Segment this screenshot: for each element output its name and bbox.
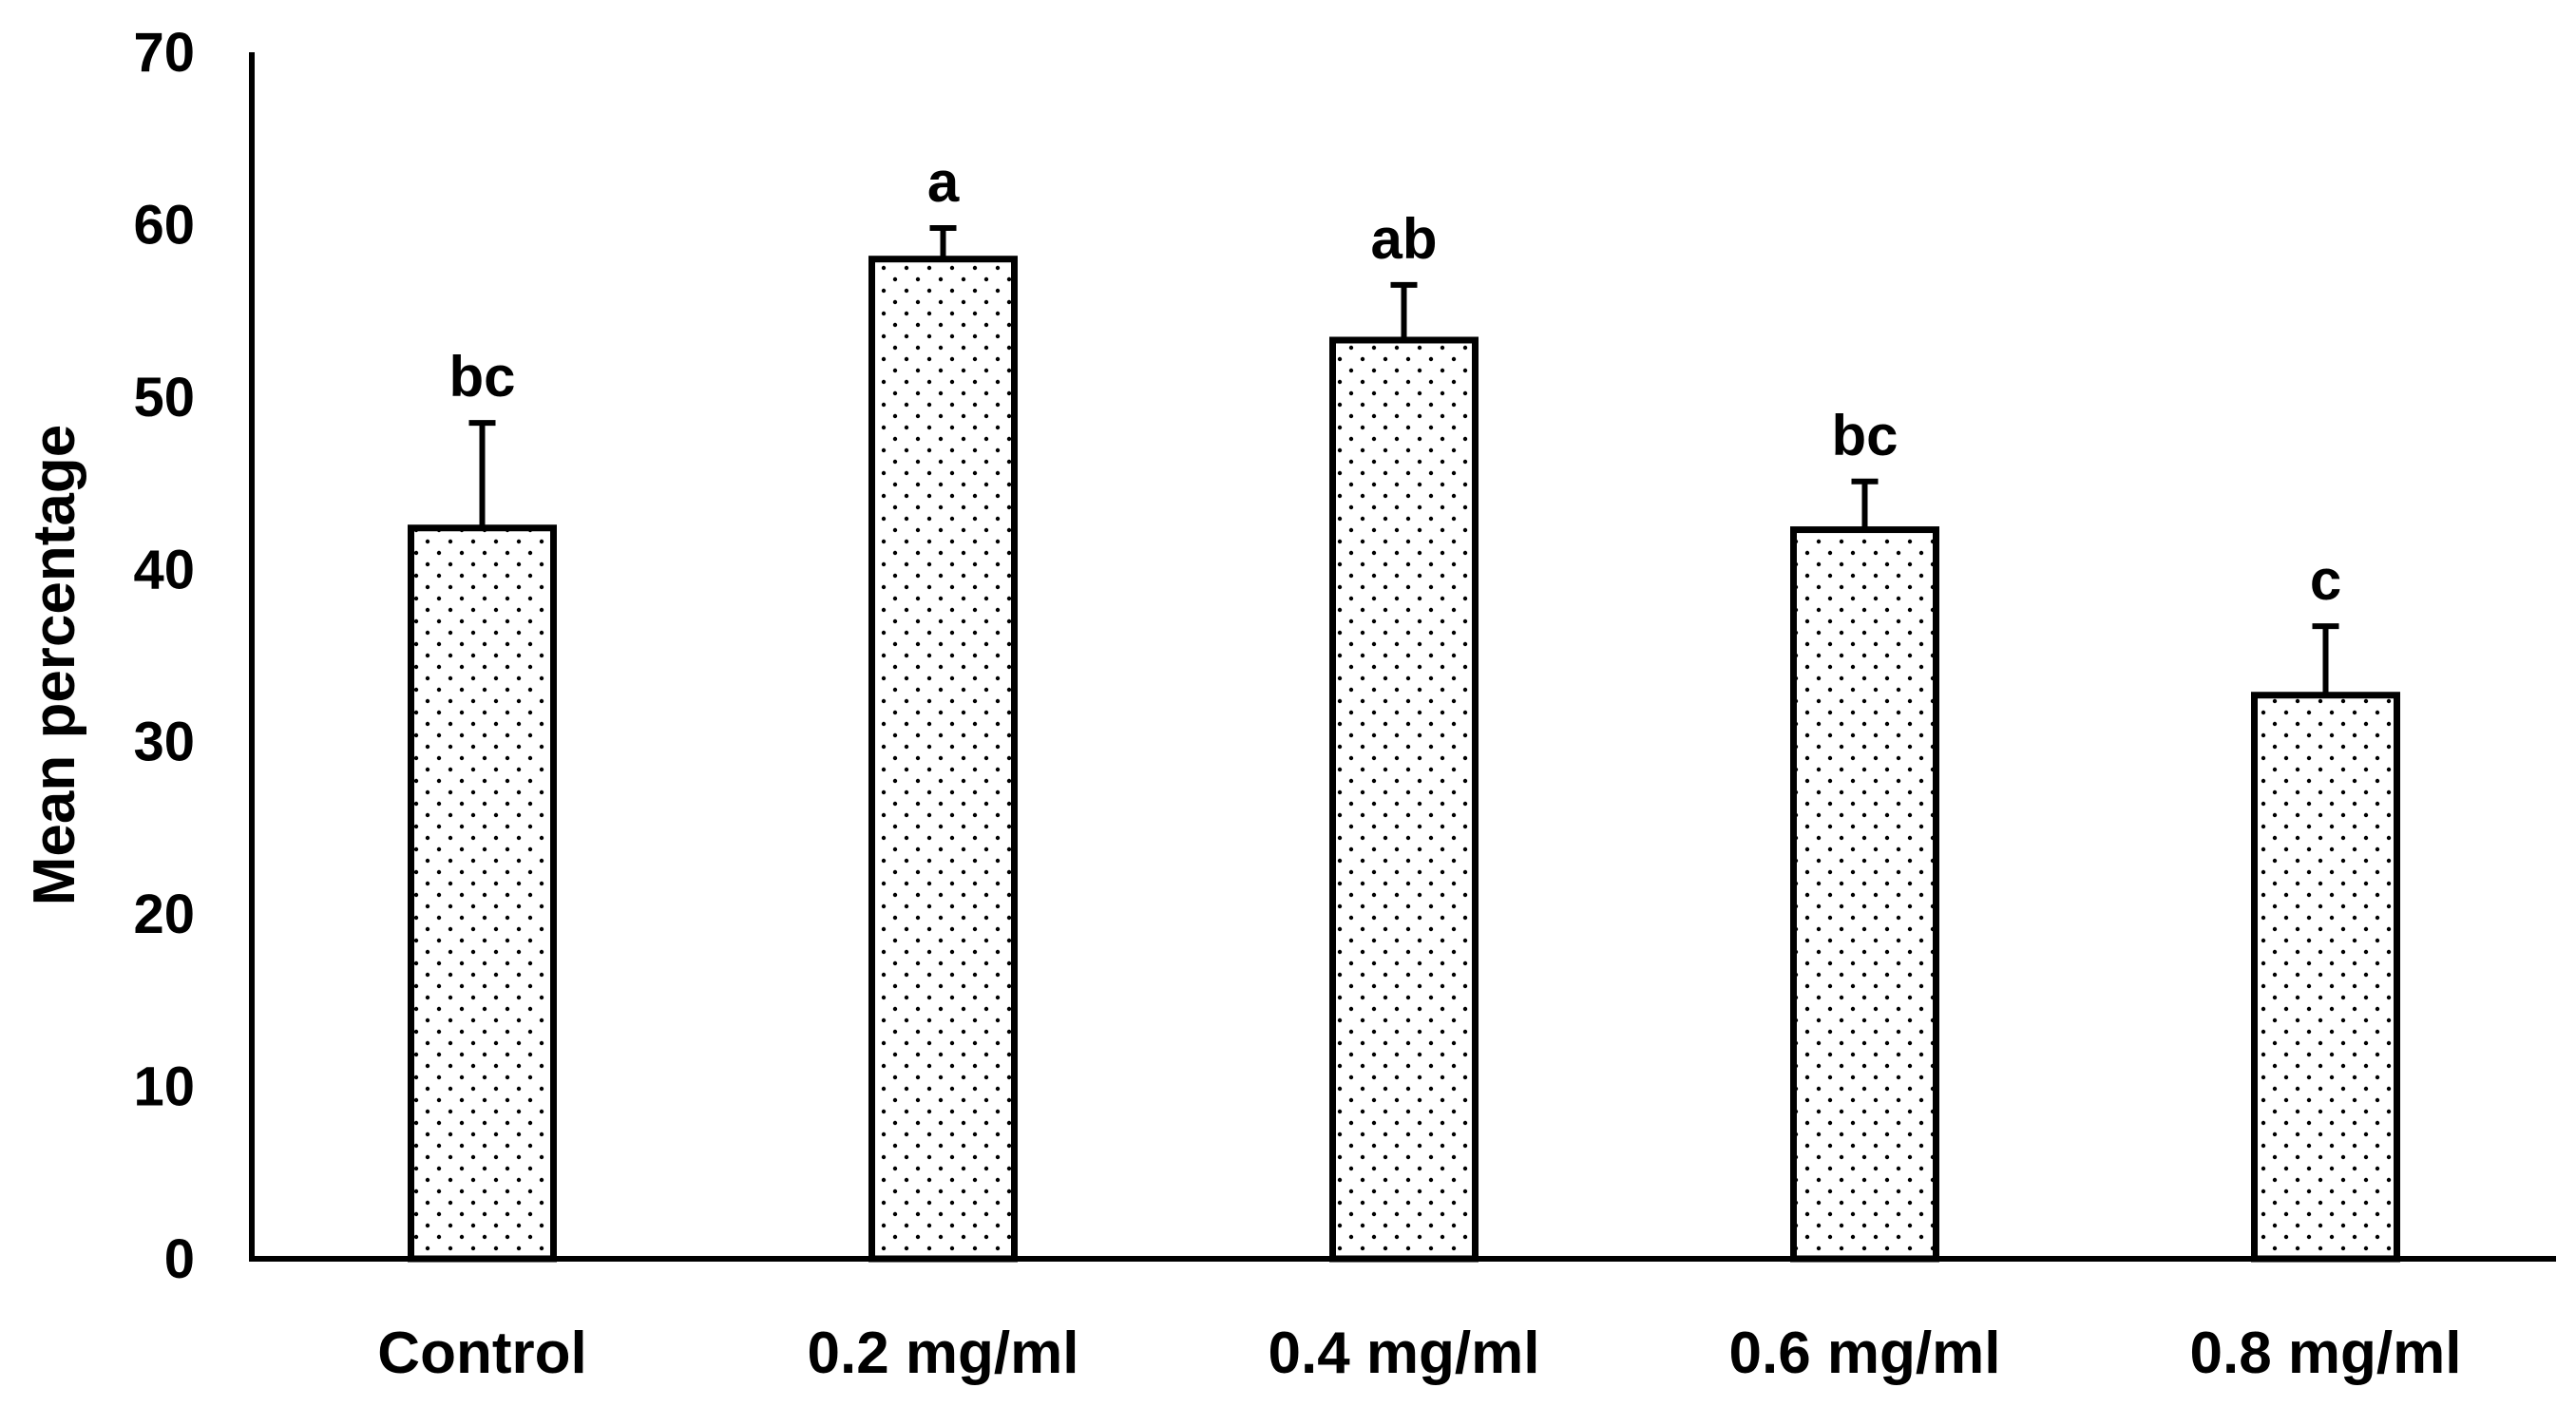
bar [2251,692,2400,1263]
bar [1790,526,1939,1263]
significance-labels-group: bc a ab bc c [448,150,2341,612]
y-tick-label: 40 [133,539,195,600]
x-category-label: Control [377,1321,586,1386]
error-bar [929,225,957,259]
y-tick-label: 20 [133,884,195,945]
y-tick-label: 50 [133,367,195,428]
y-tick-label: 10 [133,1056,195,1118]
bar [408,524,557,1263]
y-tick-label: 0 [164,1228,195,1290]
error-bar [1851,478,1879,530]
significance-label: bc [1831,404,1898,467]
y-tick-label: 60 [133,194,195,256]
significance-label: ab [1370,207,1437,271]
bar [868,256,1018,1263]
error-bar [1390,281,1418,340]
error-bars-group [468,225,2339,695]
x-category-label: 0.4 mg/ml [1269,1321,1540,1386]
x-category-label: 0.6 mg/ml [1729,1321,2001,1386]
y-tick-label: 30 [133,712,195,773]
y-axis-tick-labels: 0 10 20 30 40 50 60 70 [133,22,195,1290]
error-bar [2312,623,2339,695]
y-tick-label: 70 [133,22,195,84]
significance-label: a [927,150,960,214]
x-category-label: 0.2 mg/ml [808,1321,1079,1386]
y-axis-title: Mean percentage [22,425,87,906]
error-bar [468,420,496,528]
bars-group [408,256,2400,1263]
significance-label: bc [448,345,515,409]
significance-label: c [2310,548,2341,612]
bar [1329,336,1479,1263]
x-axis-category-labels: Control 0.2 mg/ml 0.4 mg/ml 0.6 mg/ml 0.8 mg… [377,1321,2461,1386]
x-category-label: 0.8 mg/ml [2190,1321,2462,1386]
